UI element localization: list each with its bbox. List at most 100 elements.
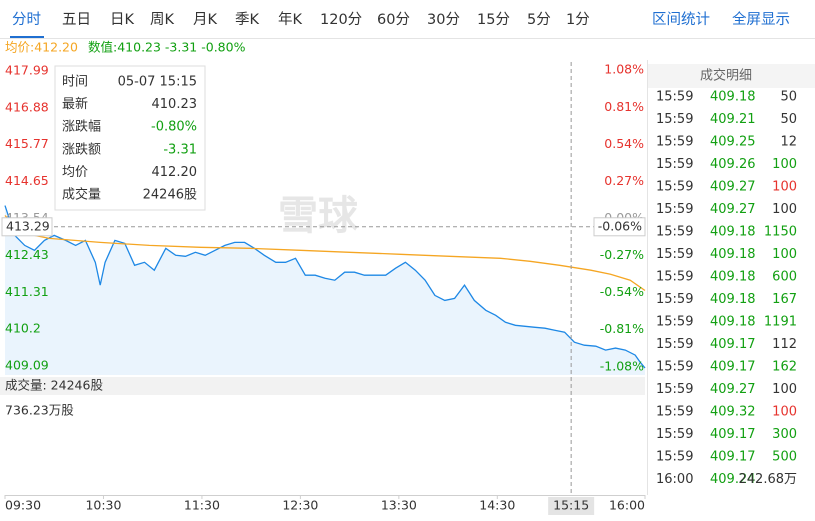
y2-tick-label: -0.27% (600, 247, 644, 262)
area-fill (5, 205, 645, 375)
trade-price: 409.17 (710, 450, 756, 465)
tooltip-label: 均价 (62, 165, 88, 180)
crosshair-x-box (548, 497, 595, 515)
tab[interactable]: 1分 (566, 11, 590, 28)
trade-price: 409.27 (710, 202, 756, 217)
trade-volume: 300 (772, 427, 797, 442)
trade-volume: 500 (772, 450, 797, 465)
tab[interactable]: 月K (193, 12, 217, 28)
y-tick-label: 411.31 (5, 284, 49, 299)
x-tick-label: 13:30 (381, 498, 417, 513)
tab[interactable]: 五日 (62, 12, 91, 28)
trade-price: 409.18 (710, 225, 756, 240)
trade-price: 409.17 (710, 337, 756, 352)
tab[interactable]: 30分 (427, 11, 460, 28)
volume-label: 成交量: 24246股 (5, 378, 103, 393)
trade-time: 15:59 (656, 382, 693, 397)
trade-price: 409.18 (710, 292, 756, 307)
trade-volume: 1191 (764, 315, 797, 330)
x-tick-label: 14:30 (479, 498, 515, 513)
trade-price: 409.18 (710, 247, 756, 262)
tooltip-label: 成交量 (62, 187, 101, 203)
tab[interactable]: 5分 (527, 11, 551, 28)
trade-volume: 242.68万 (739, 472, 798, 487)
tab[interactable]: 年K (278, 11, 302, 28)
price-line (4, 205, 646, 369)
crosshair-x-label: 15:15 (553, 498, 589, 513)
trade-time: 15:59 (656, 270, 693, 285)
y-tick-label: 410.2 (5, 321, 41, 336)
tooltip-label: 涨跌额 (62, 141, 101, 157)
trades-header (648, 64, 815, 88)
trade-volume: 167 (772, 292, 797, 307)
crosshair-y2-box (593, 217, 646, 237)
y2-tick-label: -0.81% (600, 321, 644, 336)
trade-time: 15:59 (656, 315, 693, 330)
trade-volume: 100 (772, 157, 797, 172)
trade-volume: 12 (780, 135, 797, 150)
trade-price: 409.18 (710, 90, 756, 105)
tooltip-label: 最新 (62, 96, 88, 112)
y2-tick-label: -0.54% (600, 284, 644, 299)
tooltip-value: 24246股 (143, 188, 197, 203)
trade-price: 409.26 (710, 157, 756, 172)
tab[interactable]: 分时 (12, 11, 41, 28)
tab[interactable]: 日K (110, 12, 134, 28)
trade-price: 409.24 (710, 472, 756, 487)
y2-tick-label: 1.08% (604, 62, 644, 77)
trade-time: 15:59 (656, 427, 693, 442)
trade-volume: 50 (780, 112, 797, 127)
tab[interactable]: 15分 (477, 11, 510, 28)
y2-tick-label: -1.08% (600, 358, 644, 373)
trade-time: 16:00 (656, 472, 693, 487)
trade-time: 15:59 (656, 292, 693, 307)
trade-price: 409.25 (710, 135, 756, 150)
trade-time: 15:59 (656, 157, 693, 172)
y-tick-label: 415.77 (5, 136, 49, 151)
trade-volume: 100 (772, 382, 797, 397)
tab[interactable]: 周K (150, 12, 174, 28)
trade-time: 15:59 (656, 112, 693, 127)
tooltip-value: -3.31 (163, 142, 197, 157)
y2-tick-label: 0.27% (604, 173, 644, 188)
y-tick-label: 416.88 (5, 99, 49, 114)
trade-price: 409.17 (710, 360, 756, 375)
tool-link[interactable]: 全屏显示 (732, 10, 790, 28)
trade-time: 15:59 (656, 337, 693, 352)
trade-price: 409.32 (710, 405, 756, 420)
tooltip-value: 410.23 (152, 97, 198, 112)
x-tick-label: 10:30 (85, 498, 121, 513)
trade-volume: 100 (772, 202, 797, 217)
trade-time: 15:59 (656, 247, 693, 262)
trade-time: 15:59 (656, 450, 693, 465)
x-tick-label: 12:30 (282, 498, 318, 513)
y-tick-label: 409.09 (5, 358, 49, 373)
trade-volume: 100 (772, 405, 797, 420)
avg-legend: 均价:412.20 (5, 40, 78, 55)
tool-link[interactable]: 区间统计 (652, 11, 710, 28)
y-tick-label: 412.43 (5, 247, 49, 262)
trade-volume: 162 (772, 360, 797, 375)
tooltip-value: 412.20 (152, 165, 198, 180)
trade-volume: 112 (772, 337, 797, 352)
trade-volume: 50 (780, 90, 797, 105)
tooltip-label: 时间 (62, 75, 88, 90)
trade-volume: 100 (772, 247, 797, 262)
trade-time: 15:59 (656, 90, 693, 105)
trade-price: 409.27 (710, 382, 756, 397)
tooltip-label: 涨跌幅 (62, 119, 101, 135)
tab[interactable]: 120分 (320, 11, 362, 28)
trade-time: 15:59 (656, 202, 693, 217)
x-tick-label: 16:00 (609, 498, 645, 513)
tab[interactable]: 60分 (377, 11, 410, 28)
x-tick-label: 09:30 (5, 498, 41, 513)
tooltip-value: 05-07 15:15 (118, 75, 197, 90)
trade-price: 409.27 (710, 180, 756, 195)
tab[interactable]: 季K (235, 11, 259, 28)
trade-volume: 1150 (764, 225, 797, 240)
trade-time: 15:59 (656, 180, 693, 195)
price-line (4, 215, 646, 292)
trade-time: 15:59 (656, 405, 693, 420)
y2-tick-label: 0.54% (604, 136, 644, 151)
